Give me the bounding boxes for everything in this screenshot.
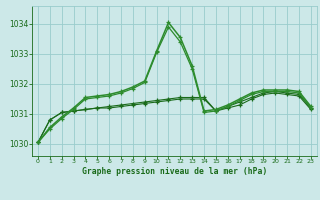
- X-axis label: Graphe pression niveau de la mer (hPa): Graphe pression niveau de la mer (hPa): [82, 167, 267, 176]
